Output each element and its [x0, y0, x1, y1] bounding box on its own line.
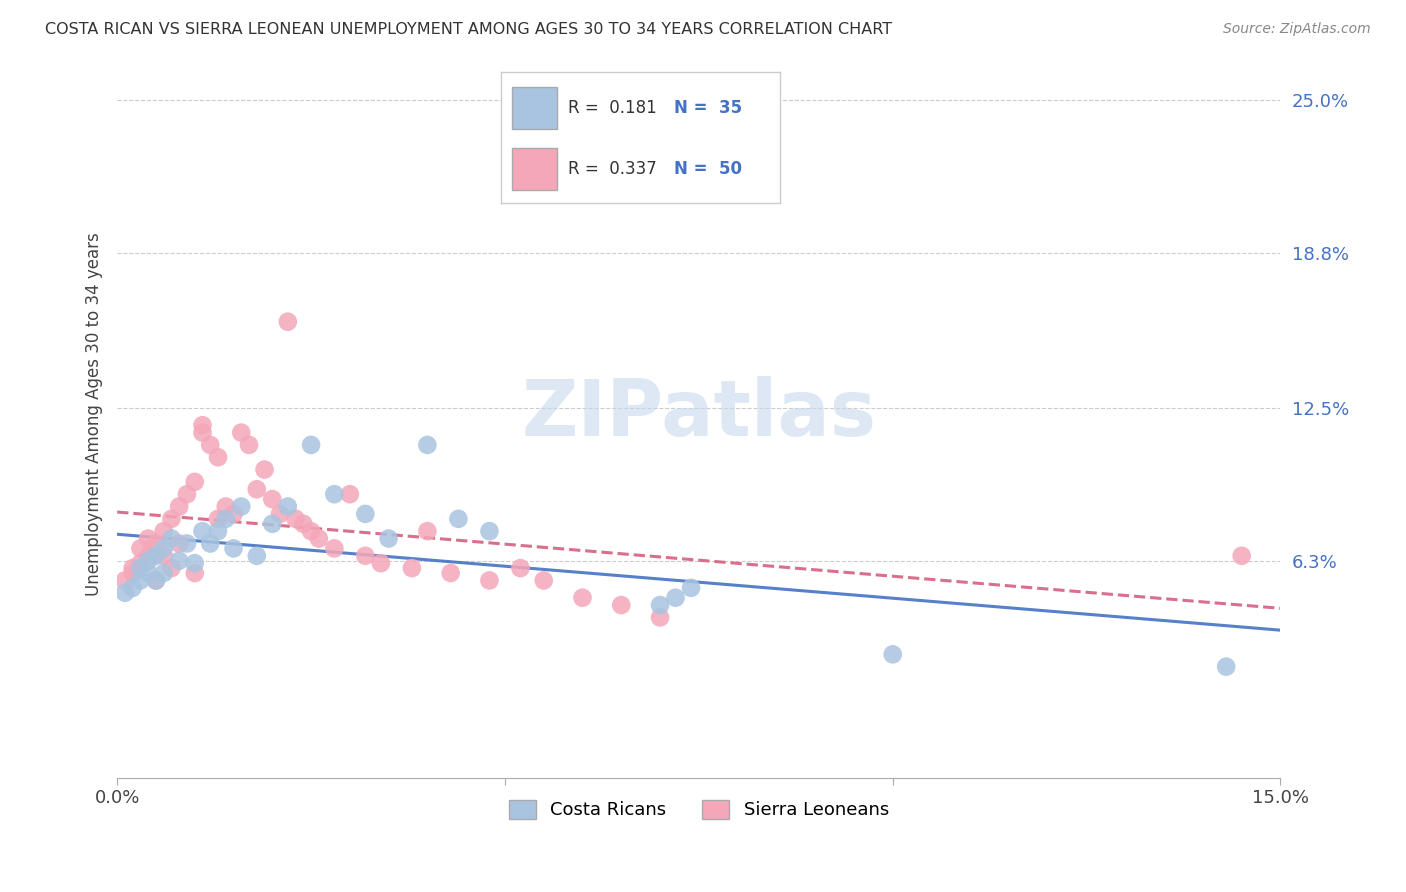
Point	[184, 475, 207, 489]
Point	[377, 532, 399, 546]
Point	[152, 541, 174, 556]
Point	[277, 500, 299, 514]
Point	[339, 487, 361, 501]
Point	[184, 556, 207, 570]
Point	[121, 566, 143, 580]
Point	[648, 598, 671, 612]
Point	[136, 549, 159, 563]
Point	[145, 536, 167, 550]
Point	[370, 556, 392, 570]
Point	[152, 549, 174, 563]
Point	[277, 315, 299, 329]
Text: ZIPatlas: ZIPatlas	[522, 376, 876, 452]
Point	[610, 598, 633, 612]
Point	[1215, 659, 1237, 673]
Point	[152, 524, 174, 538]
Point	[323, 487, 346, 501]
Point	[269, 507, 291, 521]
Point	[416, 524, 439, 538]
Point	[215, 500, 238, 514]
Point	[121, 561, 143, 575]
Point	[253, 462, 276, 476]
Point	[323, 541, 346, 556]
Point	[284, 512, 307, 526]
Point	[145, 549, 167, 563]
Point	[145, 574, 167, 588]
Point	[447, 512, 470, 526]
Point	[571, 591, 593, 605]
Point	[191, 524, 214, 538]
Point	[215, 512, 238, 526]
Point	[200, 536, 222, 550]
Point	[222, 507, 245, 521]
Point	[129, 556, 152, 570]
Point	[416, 438, 439, 452]
Point	[207, 450, 229, 465]
Point	[1230, 549, 1253, 563]
Point	[299, 438, 322, 452]
Point	[167, 500, 190, 514]
Point	[262, 492, 284, 507]
Point	[114, 586, 136, 600]
Point	[231, 500, 253, 514]
Point	[354, 549, 377, 563]
Point	[200, 438, 222, 452]
Point	[152, 566, 174, 580]
Point	[191, 425, 214, 440]
Point	[299, 524, 322, 538]
Point	[129, 541, 152, 556]
Point	[231, 425, 253, 440]
Point	[176, 536, 198, 550]
Point	[292, 516, 315, 531]
Point	[246, 483, 269, 497]
Point	[167, 536, 190, 550]
Point	[246, 549, 269, 563]
Point	[509, 561, 531, 575]
Point	[681, 581, 703, 595]
Legend: Costa Ricans, Sierra Leoneans: Costa Ricans, Sierra Leoneans	[502, 793, 896, 827]
Point	[354, 507, 377, 521]
Point	[160, 561, 183, 575]
Point	[129, 574, 152, 588]
Point	[176, 487, 198, 501]
Point	[478, 524, 501, 538]
Y-axis label: Unemployment Among Ages 30 to 34 years: Unemployment Among Ages 30 to 34 years	[86, 232, 103, 596]
Point	[160, 532, 183, 546]
Point	[129, 561, 152, 575]
Point	[664, 591, 686, 605]
Point	[136, 554, 159, 568]
Point	[207, 524, 229, 538]
Point	[145, 574, 167, 588]
Point	[121, 581, 143, 595]
Point	[136, 532, 159, 546]
Point	[167, 554, 190, 568]
Point	[114, 574, 136, 588]
Point	[401, 561, 423, 575]
Point	[184, 566, 207, 580]
Text: Source: ZipAtlas.com: Source: ZipAtlas.com	[1223, 22, 1371, 37]
Point	[191, 418, 214, 433]
Point	[136, 566, 159, 580]
Text: COSTA RICAN VS SIERRA LEONEAN UNEMPLOYMENT AMONG AGES 30 TO 34 YEARS CORRELATION: COSTA RICAN VS SIERRA LEONEAN UNEMPLOYME…	[45, 22, 893, 37]
Point	[882, 648, 904, 662]
Point	[207, 512, 229, 526]
Point	[238, 438, 260, 452]
Point	[533, 574, 555, 588]
Point	[440, 566, 463, 580]
Point	[160, 512, 183, 526]
Point	[262, 516, 284, 531]
Point	[478, 574, 501, 588]
Point	[648, 610, 671, 624]
Point	[308, 532, 330, 546]
Point	[222, 541, 245, 556]
